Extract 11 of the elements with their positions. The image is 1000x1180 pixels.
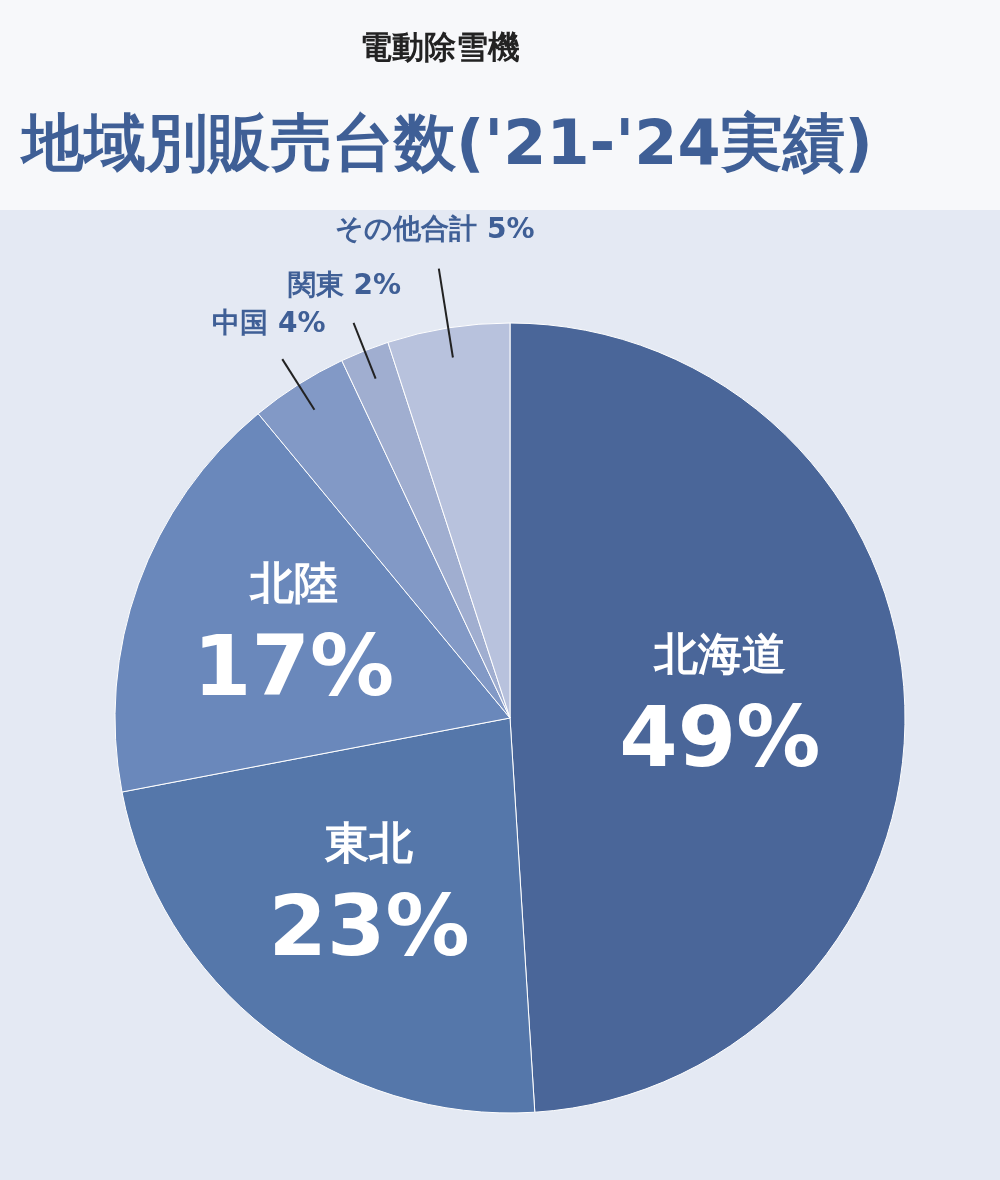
chart-title: 地域別販売台数('21-'24実績) [19, 106, 873, 179]
slice-label: 中国 4% [212, 306, 326, 340]
slice-label: その他合計 5% [335, 211, 535, 245]
slice-label: 北陸 [248, 557, 338, 609]
data-label: 23% [268, 876, 470, 975]
slice-label: 北海道 [652, 628, 786, 680]
chart-subtitle: 電動除雪機 [360, 28, 520, 66]
slice-label: 関東 2% [287, 267, 401, 301]
slice-label: 東北 [324, 816, 415, 868]
data-label: 49% [619, 688, 821, 787]
data-label: 17% [193, 617, 395, 716]
